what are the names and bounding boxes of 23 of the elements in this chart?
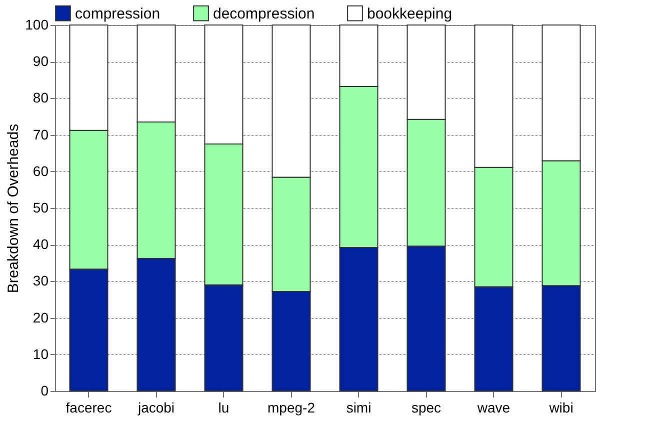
y-tick-label: 70 (32, 126, 49, 142)
x-tick-label: lu (218, 400, 230, 416)
legend-label: compression (75, 5, 160, 22)
y-tick-label: 30 (32, 272, 49, 289)
y-tick-label: 20 (32, 309, 49, 326)
y-tick-label: 60 (32, 162, 49, 179)
y-tick-label: 50 (32, 200, 49, 216)
legend-label: decompression (213, 5, 315, 22)
x-tick-label: simi (346, 400, 372, 416)
y-tick-label: 40 (32, 236, 49, 252)
x-tick-label: jacobi (136, 400, 175, 416)
legend-label: bookkeeping (367, 5, 452, 22)
y-tick-label: 80 (32, 90, 49, 106)
x-tick-label: wibi (548, 400, 574, 416)
x-tick-label: facerec (66, 400, 112, 416)
x-tick-label: spec (411, 400, 442, 416)
y-tick-label: 100 (25, 16, 49, 32)
x-tick-label: mpeg-2 (268, 400, 316, 416)
y-tick-label: 0 (40, 382, 49, 398)
x-tick-label: wave (476, 400, 510, 416)
y-axis-title: Breakdown of Overheads (5, 124, 22, 294)
y-tick-label: 10 (32, 346, 49, 362)
y-tick-label: 90 (32, 53, 49, 70)
